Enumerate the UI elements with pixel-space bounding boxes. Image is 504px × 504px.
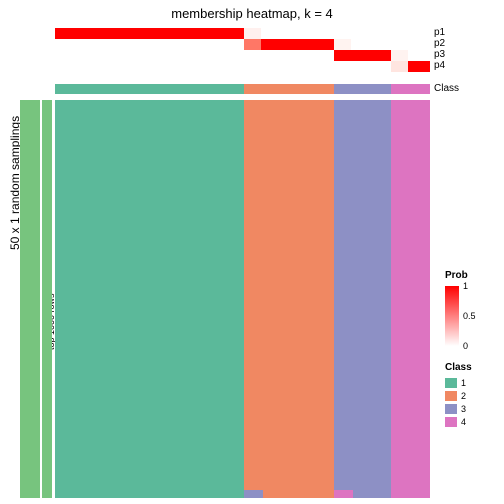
class-swatch bbox=[445, 404, 457, 414]
prob-tick: 1 bbox=[463, 281, 468, 291]
row-label-p2: p2 bbox=[434, 38, 445, 49]
sampling-sidebar bbox=[20, 100, 40, 498]
chart-title: membership heatmap, k = 4 bbox=[0, 6, 504, 21]
class-swatch-label: 2 bbox=[461, 391, 466, 401]
class-swatch bbox=[445, 378, 457, 388]
prob-legend-gradient bbox=[445, 286, 459, 346]
main-segment bbox=[391, 100, 430, 498]
prob-cell bbox=[244, 39, 261, 50]
prob-legend-title: Prob bbox=[445, 270, 468, 281]
main-accent bbox=[334, 490, 353, 498]
prob-cell bbox=[261, 39, 334, 50]
prob-cell bbox=[55, 28, 244, 39]
class-legend-title: Class bbox=[445, 362, 472, 373]
prob-cell bbox=[391, 61, 408, 72]
class-legend-item: 1 bbox=[445, 378, 466, 388]
prob-cell bbox=[408, 61, 431, 72]
row-label-p4: p4 bbox=[434, 60, 445, 71]
class-bar-segment bbox=[334, 84, 390, 94]
main-accent bbox=[244, 490, 263, 498]
row-label-p3: p3 bbox=[434, 49, 445, 60]
class-swatch-label: 3 bbox=[461, 404, 466, 414]
row-label-p1: p1 bbox=[434, 27, 445, 38]
row-label-class: Class bbox=[434, 83, 459, 94]
class-legend-item: 3 bbox=[445, 404, 466, 414]
class-bar-segment bbox=[55, 84, 244, 94]
prob-tick: 0.5 bbox=[463, 311, 476, 321]
class-swatch bbox=[445, 391, 457, 401]
prob-cell bbox=[334, 39, 351, 50]
prob-tick: 0 bbox=[463, 341, 468, 351]
prob-cell bbox=[334, 50, 390, 61]
main-segment bbox=[55, 100, 244, 498]
prob-cell bbox=[391, 50, 408, 61]
class-swatch-label: 4 bbox=[461, 417, 466, 427]
main-segment bbox=[244, 100, 334, 498]
class-bar-segment bbox=[244, 84, 334, 94]
main-segment bbox=[334, 100, 390, 498]
class-legend-item: 2 bbox=[445, 391, 466, 401]
class-swatch bbox=[445, 417, 457, 427]
sampling-subsidebar bbox=[42, 100, 52, 498]
class-swatch-label: 1 bbox=[461, 378, 466, 388]
class-bar-segment bbox=[391, 84, 430, 94]
prob-cell bbox=[244, 28, 261, 39]
class-legend-item: 4 bbox=[445, 417, 466, 427]
